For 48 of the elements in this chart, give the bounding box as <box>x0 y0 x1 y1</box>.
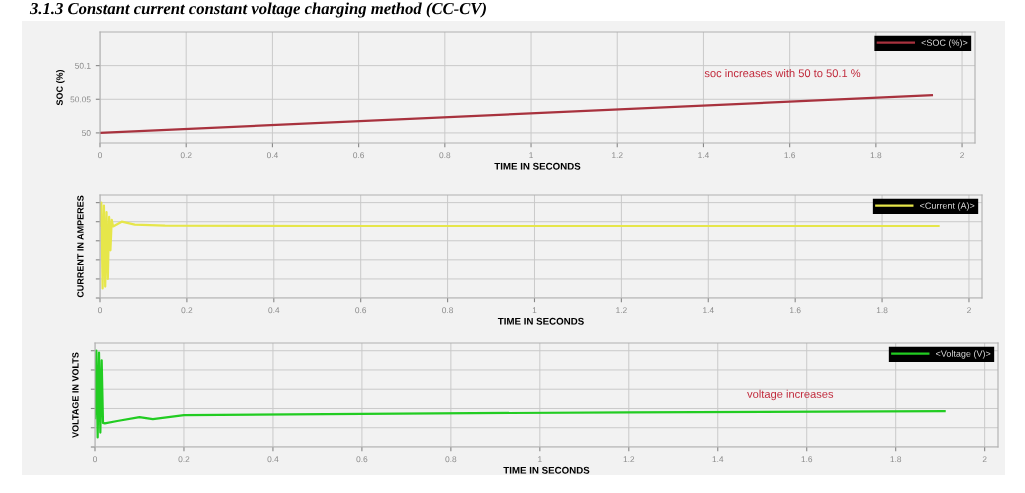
x-tick-label: 0.2 <box>178 456 190 463</box>
y-tick-label: 50.1 <box>75 62 91 69</box>
x-tick-label: 1.4 <box>712 456 724 463</box>
x-tick-label: 2 <box>982 456 987 463</box>
legend-label: <Current (A)> <box>920 202 975 211</box>
x-tick-label: 1.6 <box>784 152 796 159</box>
x-tick-label: 0.2 <box>181 307 193 314</box>
annotation: soc increases with 50 to 50.1 % <box>704 69 861 78</box>
x-tick-label: 1 <box>538 456 542 463</box>
x-tick-label: 1.4 <box>698 152 709 159</box>
x-tick-label: 1.4 <box>703 307 714 314</box>
x-tick-label: 0 <box>98 307 102 314</box>
x-tick-label: 2 <box>967 307 971 314</box>
chart-title: 3.1.3 Constant current constant voltage charging method (CC-CV) <box>29 2 486 18</box>
annotation: voltage increases <box>747 389 834 401</box>
x-tick-label: 0.4 <box>268 307 280 314</box>
y-axis-title: CURRENT IN AMPERES <box>77 195 84 298</box>
x-tick-label: 1.8 <box>890 456 902 463</box>
x-tick-label: 1.6 <box>801 456 813 463</box>
x-tick-label: 1.2 <box>612 152 623 159</box>
x-tick-label: 1.2 <box>623 456 635 463</box>
x-tick-label: 1.8 <box>876 307 888 314</box>
y-axis-title: VOLTAGE IN VOLTS <box>72 352 79 438</box>
x-tick-label: 0.6 <box>356 456 368 463</box>
x-tick-label: 1 <box>532 307 537 314</box>
x-tick-label: 1 <box>529 152 533 159</box>
x-tick-label: 0.2 <box>180 152 192 159</box>
legend-label: <Voltage (V)> <box>936 350 991 359</box>
x-tick-label: 0.6 <box>355 307 367 314</box>
y-tick-label: 50 <box>82 130 91 137</box>
x-tick-label: 1.8 <box>870 152 882 159</box>
y-tick-label: 50.05 <box>70 96 91 103</box>
x-tick-label: 0.8 <box>445 456 457 463</box>
y-axis-title: SOC (%) <box>56 69 65 106</box>
legend-label: <SOC (%)> <box>921 39 968 48</box>
x-tick-label: 2 <box>960 152 964 159</box>
x-tick-label: 0 <box>98 152 102 159</box>
x-tick-label: 0.6 <box>353 152 365 159</box>
x-tick-label: 0.8 <box>439 152 451 159</box>
x-tick-label: 0.8 <box>442 307 454 314</box>
x-tick-label: 1.2 <box>616 307 627 314</box>
x-tick-label: 0.4 <box>266 152 278 159</box>
x-axis-title: TIME IN SECONDS <box>497 317 584 325</box>
x-axis-title: TIME IN SECONDS <box>494 162 581 170</box>
x-tick-label: 0 <box>93 456 97 463</box>
x-tick-label: 0.4 <box>267 456 279 463</box>
x-axis-title: TIME IN SECONDS <box>503 466 590 474</box>
x-tick-label: 1.6 <box>790 307 801 314</box>
